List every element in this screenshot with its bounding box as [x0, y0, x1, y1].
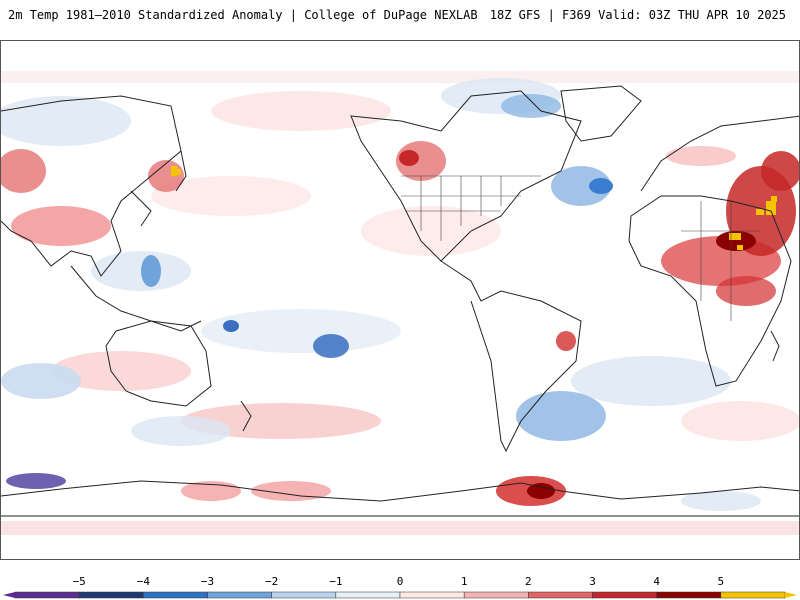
- colorbar-max-arrow: [785, 592, 797, 598]
- map-title: 2m Temp 1981–2010 Standardized Anomaly |…: [8, 8, 478, 22]
- colorbar: [3, 591, 797, 599]
- colorbar-segment: [335, 591, 401, 599]
- colorbar-segment: [207, 591, 272, 599]
- colorbar-segment: [528, 591, 593, 599]
- political-boundaries: [401, 175, 761, 321]
- extreme-anomaly-cells: [171, 166, 777, 250]
- colorbar-tick-label: 1: [460, 575, 468, 588]
- colorbar-tick-label: 4: [653, 575, 660, 588]
- southern-warm-band: [1, 521, 799, 535]
- colorbar-tick-label: −3: [200, 575, 215, 588]
- header: 2m Temp 1981–2010 Standardized Anomaly |…: [0, 0, 800, 30]
- colorbar-tick-label: 0: [396, 575, 404, 588]
- colorbar-segment: [656, 591, 722, 599]
- anomaly-field: [1, 78, 799, 511]
- colorbar-tick-label: −1: [329, 575, 343, 588]
- colorbar-tick-label: 3: [589, 575, 596, 588]
- colorbar-tick-label: 2: [525, 575, 532, 588]
- colorbar-segment: [271, 591, 337, 599]
- colorbar-segment: [78, 591, 144, 599]
- anomaly-map: [0, 40, 800, 560]
- colorbar-segment: [143, 591, 208, 599]
- colorbar-segment: [592, 591, 657, 599]
- colorbar-tick-label: −5: [72, 575, 86, 588]
- coastlines: [1, 85, 799, 517]
- colorbar-tick-label: 5: [717, 575, 725, 588]
- colorbar-tick-label: −2: [265, 575, 279, 588]
- colorbar-segment: [720, 591, 786, 599]
- colorbar-segment: [463, 591, 529, 599]
- colorbar-tick-label: −4: [136, 575, 150, 588]
- colorbar-segment: [399, 591, 465, 599]
- colorbar-min-arrow: [3, 592, 15, 598]
- northern-warm-band: [1, 71, 799, 83]
- model-run-info: 18Z GFS | F369 Valid: 03Z THU APR 10 202…: [489, 8, 786, 22]
- colorbar-segment: [14, 591, 80, 599]
